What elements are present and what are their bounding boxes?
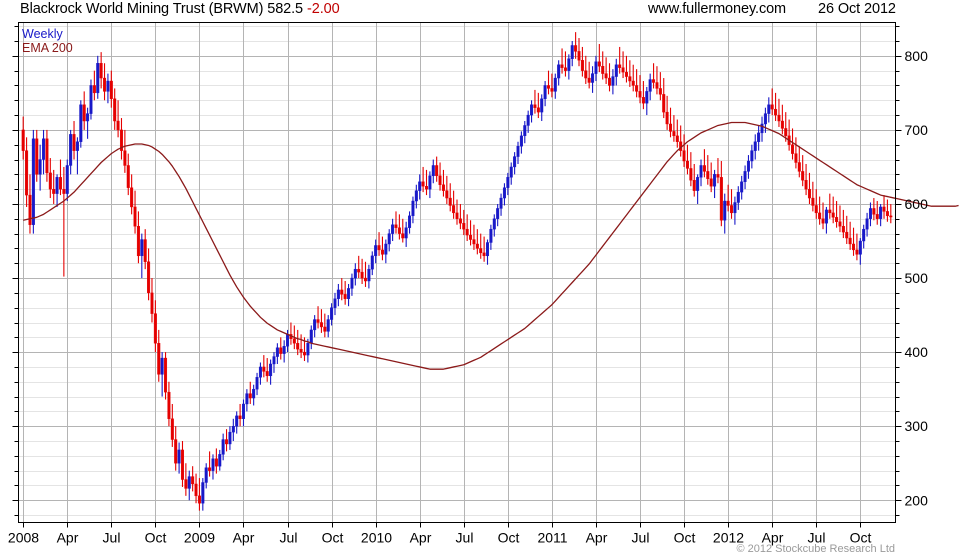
x-axis-tick-label: Jul [103,530,121,546]
x-axis-tick-label: Oct [850,530,872,546]
chart-legend: Weekly EMA 200 [22,27,73,55]
instrument-title: Blackrock World Mining Trust (BRWM) 582.… [20,1,304,17]
x-axis-tick-label: Apr [233,530,255,546]
x-axis-tick-label: 2008 [8,530,39,546]
x-axis-tick-label: 2009 [184,530,215,546]
x-axis-tick-label: 2011 [537,530,567,546]
price-change: -2.00 [307,1,340,17]
x-axis-tick-label: Apr [586,530,608,546]
vertical-gridlines [23,22,861,523]
y-axis-tick-label: 500 [905,270,929,286]
legend-weekly-label: Weekly [22,27,64,41]
y-axis-tick-label: 300 [905,418,929,434]
x-axis-tick-label: 2010 [361,530,392,546]
x-axis: 2008 Apr Jul Oct 2009 Apr Jul Oct 2010 Apr Jul Oct 2… [8,522,872,546]
x-axis-tick-label: Jul [280,530,298,546]
plot-frame [18,22,896,523]
y-axis-tick-label: 200 [905,492,929,508]
x-axis-tick-label: Oct [322,530,344,546]
x-axis-tick-label: Jul [808,530,826,546]
page-title: Blackrock World Mining Trust (BRWM) 582.… [20,1,340,17]
ema-200-line [23,121,959,370]
source-website: www.fullermoney.com [648,1,787,17]
candlestick-series [21,32,893,511]
major-gridlines [18,56,896,501]
x-axis-tick-label: 2012 [713,530,744,546]
header-bar: Blackrock World Mining Trust (BRWM) 582.… [0,0,980,21]
y-axis-tick-label: 600 [905,196,929,212]
copyright-notice: © 2012 Stockcube Research Ltd [736,543,895,555]
x-axis-tick-label: Apr [57,530,79,546]
x-axis-tick-label: Apr [410,530,432,546]
y-axis-tick-label: 800 [905,48,929,64]
legend-ema-label: EMA 200 [22,41,73,55]
x-axis-tick-label: Oct [674,530,696,546]
x-axis-tick-label: Jul [456,530,474,546]
x-axis-tick-label: Oct [498,530,520,546]
chart-date: 26 Oct 2012 [818,1,896,17]
x-axis-tick-label: Oct [145,530,167,546]
y-axis: 200 300 400 500 600 700 800 [12,26,929,516]
x-axis-tick-label: Apr [762,530,784,546]
y-axis-tick-label: 400 [905,344,929,360]
y-axis-tick-label: 700 [905,122,929,138]
x-axis-tick-label: Jul [632,530,650,546]
